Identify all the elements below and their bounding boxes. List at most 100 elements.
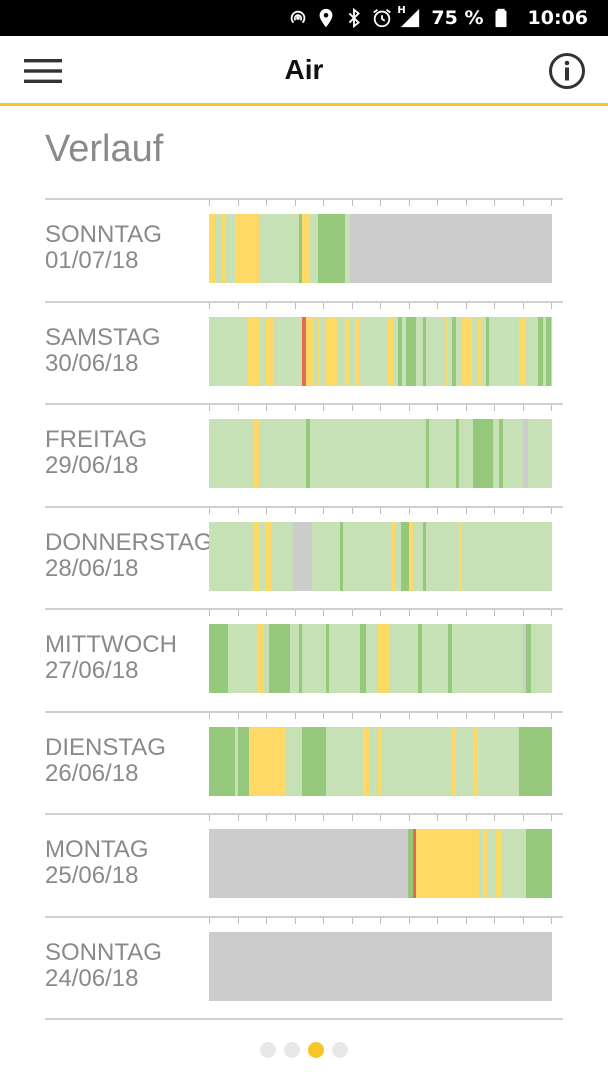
day-row[interactable]: MITTWOCH 27/06/18: [45, 608, 563, 710]
timeline-segment-moderate: [253, 521, 261, 591]
hour-tick: [408, 815, 410, 821]
row-divider: [45, 198, 563, 200]
battery-icon: [490, 7, 512, 29]
hour-tick: [351, 405, 353, 411]
hour-tick: [351, 815, 353, 821]
hour-tick: [551, 917, 552, 924]
timeline-segment-moderate: [354, 316, 361, 386]
timeline-segment-good: [477, 726, 520, 796]
hour-tick: [351, 712, 353, 719]
page-dot[interactable]: [332, 1042, 348, 1058]
day-weekday: SONNTAG: [45, 939, 162, 966]
page-dot-active[interactable]: [308, 1042, 324, 1058]
hour-tick: [465, 815, 467, 821]
timeline-segment-very-good: [317, 214, 346, 283]
timeline-segment-moderate: [324, 316, 339, 386]
timeline-segment-good: [416, 316, 424, 386]
timeline-segment-good: [290, 624, 300, 693]
info-button[interactable]: [546, 50, 588, 92]
timeline-segment-good: [320, 316, 326, 386]
hour-ticks: [209, 917, 552, 924]
hour-tick: [437, 610, 438, 616]
hour-tick: [551, 712, 552, 719]
hour-tick: [209, 302, 210, 309]
timeline-segment-very-good: [423, 521, 427, 591]
hour-tick: [380, 507, 381, 514]
timeline-segment-good: [471, 316, 479, 386]
hour-tick: [494, 405, 495, 411]
day-date: 01/07/18: [45, 247, 139, 274]
timeline-segment-good: [259, 419, 307, 488]
hour-tick: [294, 712, 296, 719]
hour-tick: [522, 302, 524, 309]
timeline-segment-moderate: [253, 419, 260, 488]
hour-tick: [209, 610, 210, 616]
row-divider: [45, 403, 563, 405]
day-row[interactable]: SONNTAG 24/06/18: [45, 916, 563, 1018]
air-quality-timeline: [209, 624, 552, 693]
day-weekday: DONNERSTAG: [45, 529, 213, 556]
timeline-segment-moderate: [344, 316, 350, 386]
timeline-segment-very-good: [486, 316, 490, 386]
timeline-segment-moderate: [363, 726, 370, 796]
timeline-segment-very-good: [519, 726, 552, 796]
timeline-segment-good: [369, 726, 379, 796]
timeline-segment-moderate: [409, 521, 414, 591]
day-row[interactable]: DIENSTAG 26/06/18: [45, 711, 563, 813]
timeline-segment-very-good: [301, 726, 327, 796]
timeline-segment-good: [209, 419, 254, 488]
hour-tick: [351, 610, 353, 616]
hour-tick: [294, 302, 296, 309]
hour-tick: [294, 917, 296, 924]
day-row[interactable]: DONNERSTAG 28/06/18: [45, 506, 563, 608]
timeline-segment-very-good: [546, 316, 552, 386]
hour-tick: [522, 917, 524, 924]
day-date: 26/06/18: [45, 759, 139, 787]
hour-tick: [351, 507, 353, 514]
day-row[interactable]: SONNTAG 01/07/18: [45, 198, 563, 300]
timeline-segment-good: [380, 726, 453, 796]
timeline-segment-very-good: [397, 316, 403, 386]
hour-tick: [266, 200, 267, 206]
hour-tick: [294, 507, 296, 514]
timeline-segment-good: [360, 316, 389, 386]
hour-tick: [551, 610, 552, 616]
timeline-segment-good: [284, 726, 303, 796]
timeline-segment-good: [234, 726, 239, 796]
hour-ticks: [209, 610, 552, 616]
row-divider: [45, 1018, 563, 1020]
timeline-segment-good: [447, 316, 453, 386]
day-row[interactable]: FREITAG 29/06/18: [45, 403, 563, 505]
day-label: SAMSTAG 30/06/18: [45, 325, 215, 377]
hour-tick: [323, 302, 324, 309]
timeline-segment-moderate: [483, 829, 489, 898]
hour-tick: [237, 610, 239, 616]
day-weekday: FREITAG: [45, 427, 148, 453]
timeline-segment-very-good: [456, 419, 460, 488]
timeline-segment-moderate: [416, 829, 480, 898]
hour-tick: [294, 405, 296, 411]
day-row[interactable]: SAMSTAG 30/06/18: [45, 301, 563, 403]
timeline-segment-moderate: [301, 214, 310, 283]
timeline-segment-good: [456, 316, 462, 386]
hour-tick: [408, 917, 410, 924]
timeline-segment-good: [224, 214, 236, 283]
timeline-segment-good: [329, 624, 361, 693]
hour-tick: [465, 917, 467, 924]
page-dot[interactable]: [260, 1042, 276, 1058]
row-divider: [45, 505, 563, 508]
timeline-segment-good: [313, 316, 319, 386]
page-dot[interactable]: [284, 1042, 300, 1058]
hour-tick: [551, 507, 552, 514]
hour-tick: [437, 712, 438, 719]
hour-tick: [408, 405, 410, 411]
hour-tick: [437, 405, 438, 411]
timeline-segment-good: [461, 521, 552, 591]
timeline-segment-good: [260, 316, 267, 386]
timeline-segment-very-good: [407, 829, 414, 898]
day-row[interactable]: MONTAG 25/06/18: [45, 813, 563, 915]
hour-tick: [294, 815, 296, 821]
menu-button[interactable]: [22, 50, 64, 92]
air-quality-timeline: [209, 316, 552, 386]
timeline-segment-very-good: [426, 419, 430, 488]
